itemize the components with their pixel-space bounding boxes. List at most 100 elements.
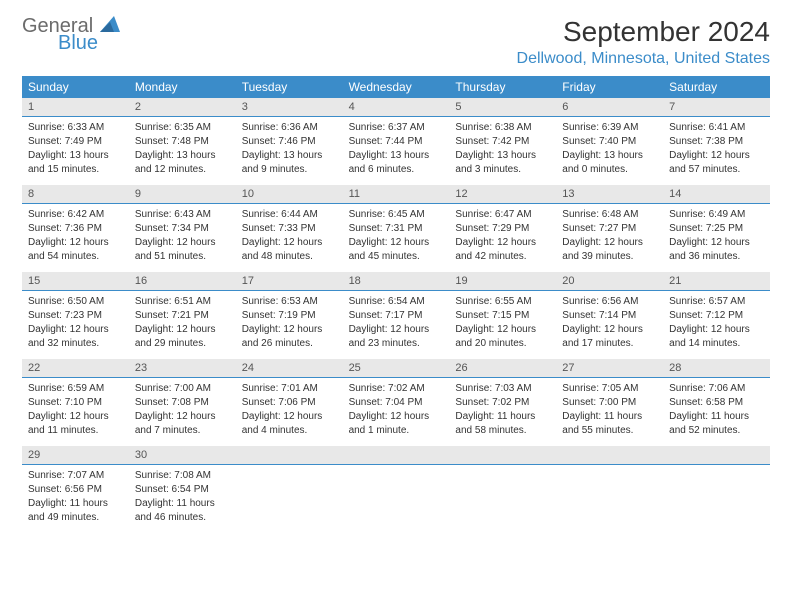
sunrise-text: Sunrise: 7:01 AM [242, 382, 337, 396]
daylight-text-1: Daylight: 12 hours [242, 410, 337, 424]
sunrise-text: Sunrise: 6:44 AM [242, 208, 337, 222]
day-content: Sunrise: 6:36 AMSunset: 7:46 PMDaylight:… [236, 117, 343, 185]
sunset-text: Sunset: 7:36 PM [28, 222, 123, 236]
daylight-text-1: Daylight: 12 hours [349, 410, 444, 424]
daylight-text-1: Daylight: 12 hours [562, 323, 657, 337]
day-content: Sunrise: 7:08 AMSunset: 6:54 PMDaylight:… [129, 465, 236, 533]
sunset-text: Sunset: 6:54 PM [135, 483, 230, 497]
logo: General Blue [22, 16, 120, 53]
day-number: 2 [129, 98, 236, 116]
day-number: 11 [343, 185, 450, 203]
daylight-text-1: Daylight: 13 hours [562, 149, 657, 163]
day-number: 13 [556, 185, 663, 203]
daylight-text-2: and 17 minutes. [562, 337, 657, 351]
day-number: 17 [236, 272, 343, 290]
sunrise-text: Sunrise: 6:42 AM [28, 208, 123, 222]
day-number: 6 [556, 98, 663, 116]
week-num-row: 2930 [22, 446, 770, 465]
day-number: 7 [663, 98, 770, 116]
empty-day-content [556, 465, 663, 533]
day-content: Sunrise: 6:33 AMSunset: 7:49 PMDaylight:… [22, 117, 129, 185]
week-num-row: 1234567 [22, 98, 770, 117]
daylight-text-2: and 3 minutes. [455, 163, 550, 177]
sunset-text: Sunset: 6:56 PM [28, 483, 123, 497]
sunrise-text: Sunrise: 6:38 AM [455, 121, 550, 135]
week-content-row: Sunrise: 6:42 AMSunset: 7:36 PMDaylight:… [22, 204, 770, 272]
sunrise-text: Sunrise: 7:00 AM [135, 382, 230, 396]
empty-day-content [343, 465, 450, 533]
daylight-text-1: Daylight: 13 hours [349, 149, 444, 163]
day-content: Sunrise: 7:06 AMSunset: 6:58 PMDaylight:… [663, 378, 770, 446]
day-content: Sunrise: 6:57 AMSunset: 7:12 PMDaylight:… [663, 291, 770, 359]
daylight-text-1: Daylight: 12 hours [242, 323, 337, 337]
sunrise-text: Sunrise: 6:57 AM [669, 295, 764, 309]
daylight-text-2: and 12 minutes. [135, 163, 230, 177]
day-number: 25 [343, 359, 450, 377]
day-content: Sunrise: 6:50 AMSunset: 7:23 PMDaylight:… [22, 291, 129, 359]
daylight-text-2: and 20 minutes. [455, 337, 550, 351]
day-number: 12 [449, 185, 556, 203]
sunset-text: Sunset: 7:19 PM [242, 309, 337, 323]
sunset-text: Sunset: 7:08 PM [135, 396, 230, 410]
day-number: 3 [236, 98, 343, 116]
sunset-text: Sunset: 7:10 PM [28, 396, 123, 410]
sunrise-text: Sunrise: 6:56 AM [562, 295, 657, 309]
daylight-text-1: Daylight: 12 hours [455, 323, 550, 337]
sunset-text: Sunset: 7:27 PM [562, 222, 657, 236]
location-text: Dellwood, Minnesota, United States [517, 50, 770, 68]
daylight-text-1: Daylight: 12 hours [28, 323, 123, 337]
day-content: Sunrise: 6:44 AMSunset: 7:33 PMDaylight:… [236, 204, 343, 272]
sunset-text: Sunset: 7:40 PM [562, 135, 657, 149]
day-number: 10 [236, 185, 343, 203]
day-header: Thursday [449, 76, 556, 98]
week-content-row: Sunrise: 6:33 AMSunset: 7:49 PMDaylight:… [22, 117, 770, 185]
sunset-text: Sunset: 7:02 PM [455, 396, 550, 410]
daylight-text-1: Daylight: 11 hours [135, 497, 230, 511]
week-num-row: 15161718192021 [22, 272, 770, 291]
sunrise-text: Sunrise: 7:06 AM [669, 382, 764, 396]
day-number: 4 [343, 98, 450, 116]
day-number: 15 [22, 272, 129, 290]
day-number: 22 [22, 359, 129, 377]
week-content-row: Sunrise: 7:07 AMSunset: 6:56 PMDaylight:… [22, 465, 770, 533]
sunset-text: Sunset: 7:06 PM [242, 396, 337, 410]
sunrise-text: Sunrise: 6:50 AM [28, 295, 123, 309]
day-content: Sunrise: 6:35 AMSunset: 7:48 PMDaylight:… [129, 117, 236, 185]
sunset-text: Sunset: 7:49 PM [28, 135, 123, 149]
sunset-text: Sunset: 7:14 PM [562, 309, 657, 323]
sunset-text: Sunset: 7:00 PM [562, 396, 657, 410]
sunrise-text: Sunrise: 7:02 AM [349, 382, 444, 396]
day-header: Tuesday [236, 76, 343, 98]
day-content: Sunrise: 6:45 AMSunset: 7:31 PMDaylight:… [343, 204, 450, 272]
month-title: September 2024 [517, 16, 770, 48]
day-content: Sunrise: 6:48 AMSunset: 7:27 PMDaylight:… [556, 204, 663, 272]
day-content: Sunrise: 6:56 AMSunset: 7:14 PMDaylight:… [556, 291, 663, 359]
sunrise-text: Sunrise: 6:39 AM [562, 121, 657, 135]
daylight-text-1: Daylight: 13 hours [135, 149, 230, 163]
empty-day-num [343, 446, 450, 464]
daylight-text-2: and 6 minutes. [349, 163, 444, 177]
week-content-row: Sunrise: 6:50 AMSunset: 7:23 PMDaylight:… [22, 291, 770, 359]
sunrise-text: Sunrise: 6:48 AM [562, 208, 657, 222]
sunrise-text: Sunrise: 6:51 AM [135, 295, 230, 309]
daylight-text-2: and 52 minutes. [669, 424, 764, 438]
day-content: Sunrise: 6:47 AMSunset: 7:29 PMDaylight:… [449, 204, 556, 272]
empty-day-num [449, 446, 556, 464]
day-number: 20 [556, 272, 663, 290]
week-content-row: Sunrise: 6:59 AMSunset: 7:10 PMDaylight:… [22, 378, 770, 446]
daylight-text-1: Daylight: 13 hours [28, 149, 123, 163]
sunset-text: Sunset: 7:38 PM [669, 135, 764, 149]
daylight-text-2: and 1 minute. [349, 424, 444, 438]
daylight-text-2: and 58 minutes. [455, 424, 550, 438]
title-block: September 2024 Dellwood, Minnesota, Unit… [517, 16, 770, 68]
day-content: Sunrise: 6:37 AMSunset: 7:44 PMDaylight:… [343, 117, 450, 185]
day-number: 5 [449, 98, 556, 116]
day-content: Sunrise: 6:42 AMSunset: 7:36 PMDaylight:… [22, 204, 129, 272]
daylight-text-2: and 14 minutes. [669, 337, 764, 351]
daylight-text-2: and 55 minutes. [562, 424, 657, 438]
day-content: Sunrise: 6:55 AMSunset: 7:15 PMDaylight:… [449, 291, 556, 359]
sunrise-text: Sunrise: 7:08 AM [135, 469, 230, 483]
day-content: Sunrise: 6:38 AMSunset: 7:42 PMDaylight:… [449, 117, 556, 185]
week-num-row: 22232425262728 [22, 359, 770, 378]
daylight-text-2: and 39 minutes. [562, 250, 657, 264]
